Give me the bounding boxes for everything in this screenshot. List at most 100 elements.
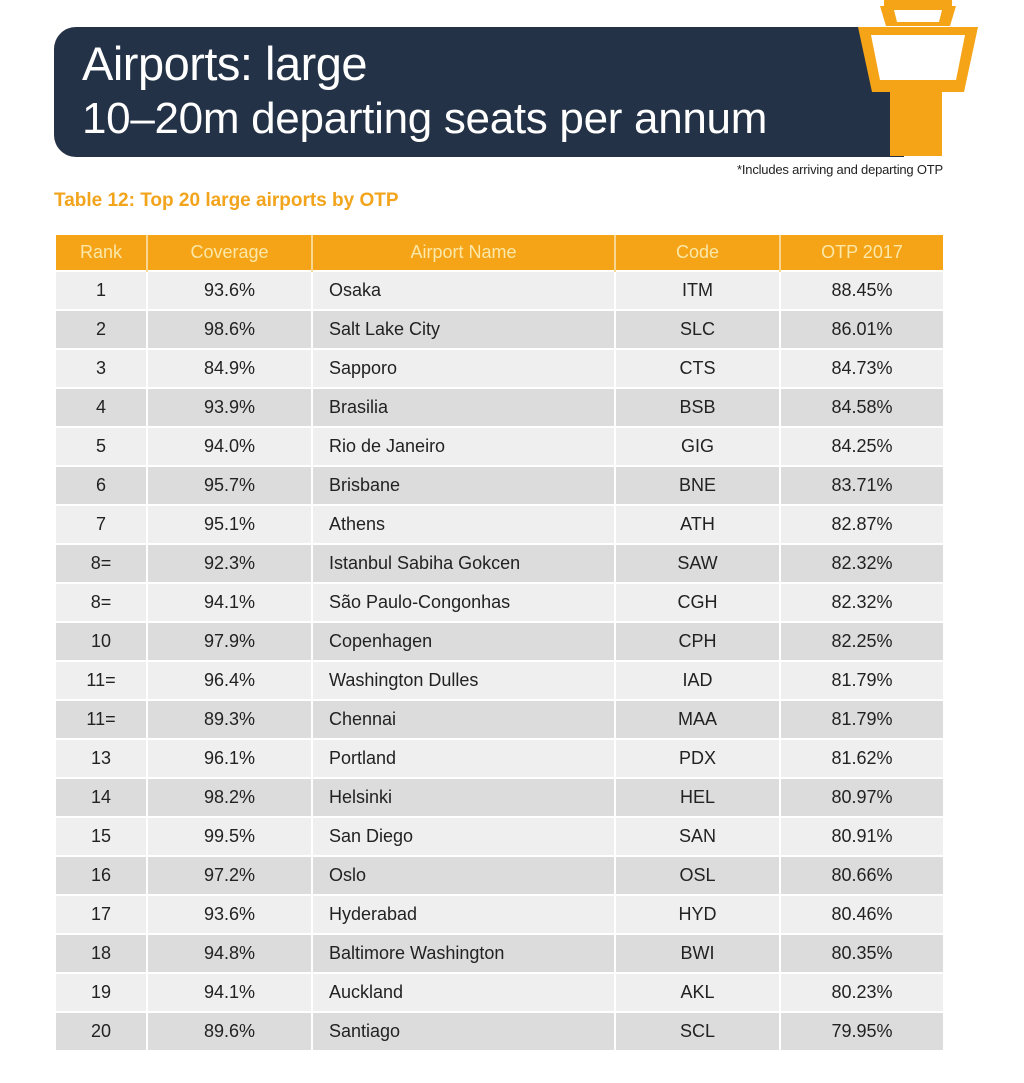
cell-otp: 80.66%	[780, 855, 943, 895]
cell-otp: 81.62%	[780, 738, 943, 778]
cell-code: AKL	[615, 972, 781, 1012]
cell-otp: 82.32%	[780, 582, 943, 622]
cell-rank: 16	[56, 855, 148, 895]
table-row: 11= 96.4% Washington Dulles IAD 81.79%	[56, 660, 943, 700]
cell-airport-name: Rio de Janeiro	[312, 426, 616, 466]
cell-otp: 79.95%	[780, 1011, 943, 1050]
cell-otp: 81.79%	[780, 660, 943, 700]
cell-airport-name: Copenhagen	[312, 621, 616, 661]
cell-coverage: 93.6%	[147, 894, 313, 934]
table-row: 7 95.1% Athens ATH 82.87%	[56, 504, 943, 544]
cell-otp: 80.23%	[780, 972, 943, 1012]
cell-code: PDX	[615, 738, 781, 778]
cell-airport-name: Osaka	[312, 270, 616, 310]
cell-rank: 11=	[56, 699, 148, 739]
table-row: 6 95.7% Brisbane BNE 83.71%	[56, 465, 943, 505]
cell-coverage: 97.9%	[147, 621, 313, 661]
cell-airport-name: Helsinki	[312, 777, 616, 817]
cell-code: SCL	[615, 1011, 781, 1050]
cell-coverage: 98.6%	[147, 309, 313, 349]
page-title: Airports: large	[82, 37, 368, 90]
cell-airport-name: Oslo	[312, 855, 616, 895]
cell-code: OSL	[615, 855, 781, 895]
cell-coverage: 95.7%	[147, 465, 313, 505]
table-row: 14 98.2% Helsinki HEL 80.97%	[56, 777, 943, 817]
cell-code: ITM	[615, 270, 781, 310]
cell-airport-name: Brasilia	[312, 387, 616, 427]
cell-airport-name: São Paulo-Congonhas	[312, 582, 616, 622]
cell-otp: 88.45%	[780, 270, 943, 310]
table-row: 3 84.9% Sapporo CTS 84.73%	[56, 348, 943, 388]
table-row: 16 97.2% Oslo OSL 80.66%	[56, 855, 943, 895]
table-row: 13 96.1% Portland PDX 81.62%	[56, 738, 943, 778]
cell-rank: 15	[56, 816, 148, 856]
cell-code: CTS	[615, 348, 781, 388]
table-header-row: Rank Coverage Airport Name Code OTP 2017	[56, 235, 943, 271]
cell-code: IAD	[615, 660, 781, 700]
cell-rank: 18	[56, 933, 148, 973]
cell-coverage: 96.4%	[147, 660, 313, 700]
cell-rank: 8=	[56, 543, 148, 583]
cell-otp: 82.32%	[780, 543, 943, 583]
table-row: 2 98.6% Salt Lake City SLC 86.01%	[56, 309, 943, 349]
cell-airport-name: Sapporo	[312, 348, 616, 388]
cell-coverage: 97.2%	[147, 855, 313, 895]
cell-rank: 6	[56, 465, 148, 505]
cell-code: SAN	[615, 816, 781, 856]
table-row: 15 99.5% San Diego SAN 80.91%	[56, 816, 943, 856]
cell-rank: 2	[56, 309, 148, 349]
table-row: 5 94.0% Rio de Janeiro GIG 84.25%	[56, 426, 943, 466]
cell-code: CGH	[615, 582, 781, 622]
cell-coverage: 96.1%	[147, 738, 313, 778]
cell-otp: 84.25%	[780, 426, 943, 466]
cell-coverage: 99.5%	[147, 816, 313, 856]
cell-rank: 4	[56, 387, 148, 427]
cell-airport-name: Hyderabad	[312, 894, 616, 934]
cell-airport-name: Istanbul Sabiha Gokcen	[312, 543, 616, 583]
cell-coverage: 89.6%	[147, 1011, 313, 1050]
cell-otp: 81.79%	[780, 699, 943, 739]
cell-code: BNE	[615, 465, 781, 505]
cell-otp: 82.87%	[780, 504, 943, 544]
footnote: *Includes arriving and departing OTP	[737, 162, 943, 177]
table-row: 20 89.6% Santiago SCL 79.95%	[56, 1011, 943, 1050]
table-body: 1 93.6% Osaka ITM 88.45% 2 98.6% Salt Lake City…	[56, 270, 943, 1050]
cell-code: MAA	[615, 699, 781, 739]
cell-airport-name: Chennai	[312, 699, 616, 739]
column-header-rank: Rank	[56, 235, 148, 271]
table-row: 11= 89.3% Chennai MAA 81.79%	[56, 699, 943, 739]
cell-rank: 10	[56, 621, 148, 661]
cell-code: HYD	[615, 894, 781, 934]
cell-coverage: 84.9%	[147, 348, 313, 388]
table-caption: Table 12: Top 20 large airports by OTP	[54, 190, 399, 211]
table-row: 8= 94.1% São Paulo-Congonhas CGH 82.32%	[56, 582, 943, 622]
column-header-otp: OTP 2017	[780, 235, 943, 271]
cell-rank: 8=	[56, 582, 148, 622]
table-row: 4 93.9% Brasilia BSB 84.58%	[56, 387, 943, 427]
column-header-airport-name: Airport Name	[312, 235, 616, 271]
cell-airport-name: Brisbane	[312, 465, 616, 505]
cell-otp: 80.35%	[780, 933, 943, 973]
cell-airport-name: Athens	[312, 504, 616, 544]
cell-coverage: 92.3%	[147, 543, 313, 583]
cell-code: ATH	[615, 504, 781, 544]
cell-otp: 80.46%	[780, 894, 943, 934]
cell-coverage: 93.9%	[147, 387, 313, 427]
cell-airport-name: Baltimore Washington	[312, 933, 616, 973]
cell-rank: 13	[56, 738, 148, 778]
cell-rank: 19	[56, 972, 148, 1012]
cell-airport-name: Salt Lake City	[312, 309, 616, 349]
table-row: 10 97.9% Copenhagen CPH 82.25%	[56, 621, 943, 661]
cell-otp: 83.71%	[780, 465, 943, 505]
cell-code: BWI	[615, 933, 781, 973]
cell-otp: 80.97%	[780, 777, 943, 817]
cell-rank: 14	[56, 777, 148, 817]
table-row: 17 93.6% Hyderabad HYD 80.46%	[56, 894, 943, 934]
cell-airport-name: Auckland	[312, 972, 616, 1012]
cell-otp: 84.73%	[780, 348, 943, 388]
control-tower-icon	[858, 0, 978, 156]
cell-coverage: 94.0%	[147, 426, 313, 466]
cell-rank: 5	[56, 426, 148, 466]
cell-code: BSB	[615, 387, 781, 427]
airports-table: Rank Coverage Airport Name Code OTP 2017…	[56, 235, 943, 1050]
